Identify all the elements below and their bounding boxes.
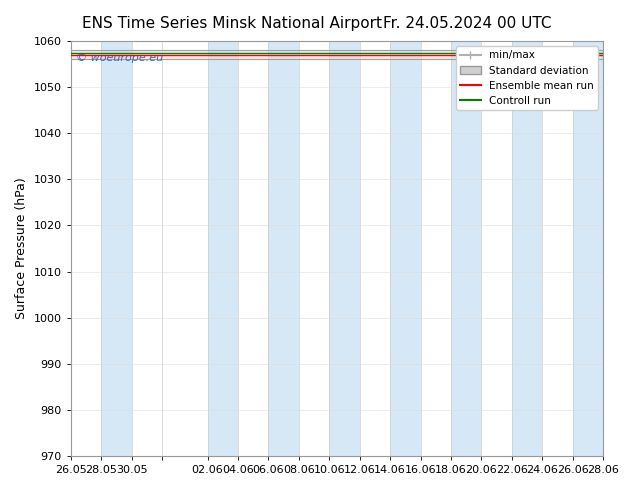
Bar [451,41,481,456]
Y-axis label: Surface Pressure (hPa): Surface Pressure (hPa) [15,178,28,319]
Bar [512,41,542,456]
Bar [329,41,359,456]
Bar [207,41,238,456]
Bar [573,41,603,456]
Bar [390,41,420,456]
Bar [101,41,131,456]
Legend: min/max, Standard deviation, Ensemble mean run, Controll run: min/max, Standard deviation, Ensemble me… [456,46,598,110]
Bar [268,41,299,456]
Text: © woeurope.eu: © woeurope.eu [76,53,163,64]
Text: ENS Time Series Minsk National Airport: ENS Time Series Minsk National Airport [82,16,382,31]
Text: Fr. 24.05.2024 00 UTC: Fr. 24.05.2024 00 UTC [383,16,552,31]
